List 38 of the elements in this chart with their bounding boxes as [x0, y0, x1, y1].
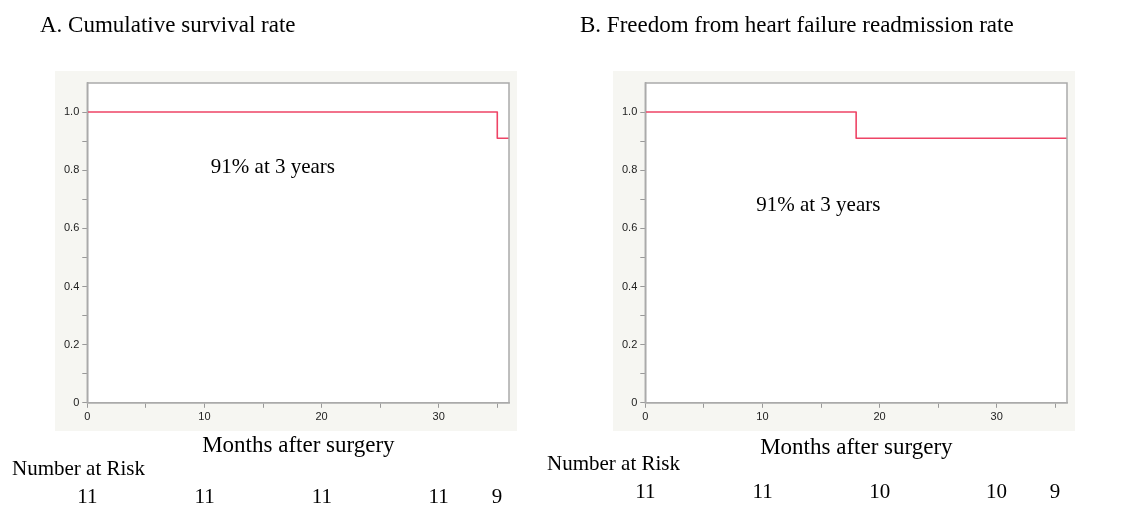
text: Number at Risk: [547, 451, 680, 476]
x-tick-label: 20: [873, 410, 886, 423]
y-tick-label: 0: [631, 395, 638, 408]
x-tick-label: 10: [198, 410, 211, 423]
x-tick-label: 30: [990, 410, 1003, 423]
chart-title: A. Cumulative survival rate: [40, 12, 296, 38]
x-axis-title: Months after surgery: [760, 434, 953, 460]
x-tick-label: 10: [756, 410, 769, 423]
chart-title: B. Freedom from heart failure readmission rate: [580, 12, 1014, 38]
x-tick-label: 30: [432, 410, 445, 423]
text: 11: [428, 484, 449, 505]
text: 9: [1049, 479, 1061, 504]
text: 11: [635, 479, 656, 504]
text: 11: [194, 484, 215, 505]
y-tick-label: 0.2: [621, 337, 638, 350]
x-tick-label: 20: [315, 410, 328, 423]
annotation: 91% at 3 years: [756, 192, 881, 218]
text: 10: [869, 479, 891, 504]
text: 11: [77, 484, 98, 505]
y-tick-label: 0.8: [621, 163, 638, 176]
text: Number at Risk: [12, 456, 145, 481]
y-tick-label: 0.6: [621, 221, 638, 234]
text: 9: [491, 484, 503, 505]
y-tick-label: 0: [73, 395, 80, 408]
x-tick-label: 0: [84, 410, 91, 423]
y-tick-label: 0.6: [63, 221, 80, 234]
y-tick-label: 0.4: [63, 279, 80, 292]
y-tick-label: 0.2: [63, 337, 80, 350]
x-tick-label: 0: [642, 410, 649, 423]
y-tick-label: 0.8: [63, 163, 80, 176]
y-tick-label: 0.4: [621, 279, 638, 292]
text: 10: [986, 479, 1008, 504]
text: 11: [311, 484, 332, 505]
annotation: 91% at 3 years: [210, 153, 336, 179]
y-tick-label: 1.0: [63, 105, 80, 118]
x-axis-title: Months after surgery: [202, 432, 395, 458]
y-tick-label: 1.0: [621, 105, 638, 118]
text: 11: [752, 479, 773, 504]
